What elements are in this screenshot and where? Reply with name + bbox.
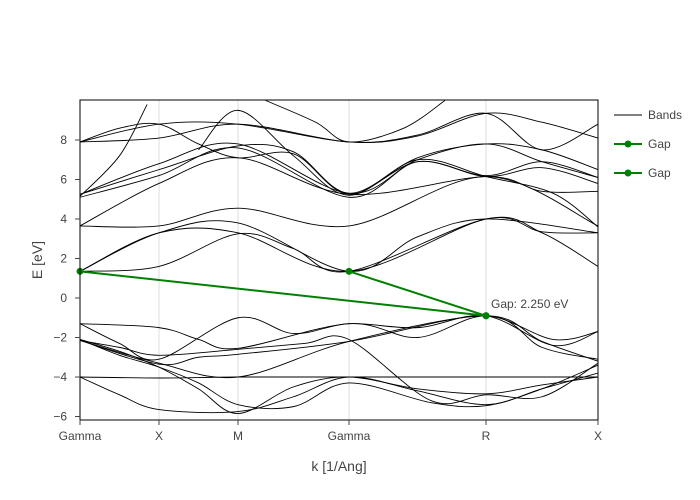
band-line bbox=[80, 104, 148, 197]
x-tick-label: Gamma bbox=[328, 429, 371, 443]
legend-marker-icon bbox=[624, 140, 632, 148]
y-axis-title: E [eV] bbox=[29, 241, 45, 279]
x-tick-label: R bbox=[482, 429, 491, 443]
y-tick-label: −4 bbox=[53, 370, 67, 384]
plot-frame bbox=[79, 99, 599, 421]
band-line bbox=[198, 109, 598, 228]
band-line bbox=[80, 216, 598, 273]
band-line bbox=[80, 176, 598, 228]
band-line bbox=[80, 143, 598, 195]
x-tick-label: X bbox=[594, 429, 602, 443]
x-axis-title: k [1/Ang] bbox=[311, 458, 366, 474]
legend-item-gap-2[interactable]: Gap bbox=[614, 166, 671, 180]
band-line bbox=[265, 100, 446, 143]
legend-label-bands: Bands bbox=[648, 108, 682, 122]
y-tick-label: 4 bbox=[60, 212, 67, 226]
gap-marker bbox=[482, 312, 490, 320]
gap-annotation: Gap: 2.250 eV bbox=[491, 297, 568, 311]
band-line bbox=[80, 315, 598, 366]
legend-label-gap-1: Gap bbox=[648, 137, 671, 151]
band-line bbox=[80, 376, 598, 379]
band-line bbox=[80, 147, 598, 198]
band-line bbox=[80, 112, 598, 151]
x-tick-label: M bbox=[233, 429, 243, 443]
band-line bbox=[80, 122, 598, 195]
gap-line bbox=[79, 270, 487, 317]
band-line bbox=[80, 339, 598, 414]
y-tick-label: 2 bbox=[60, 252, 67, 266]
x-tick-label: Gamma bbox=[59, 429, 102, 443]
band-line bbox=[80, 314, 598, 361]
gap-marker bbox=[345, 267, 353, 275]
y-tick-label: 8 bbox=[60, 133, 67, 147]
x-axis-ticks: Gamma X M Gamma R X bbox=[59, 420, 602, 443]
bands-series bbox=[80, 100, 598, 414]
y-tick-label: −2 bbox=[53, 331, 67, 345]
legend-label-gap-2: Gap bbox=[648, 166, 671, 180]
y-axis-ticks: −6 −4 −2 0 2 4 6 8 bbox=[53, 133, 80, 424]
y-tick-label: 6 bbox=[60, 173, 67, 187]
y-tick-label: 0 bbox=[60, 291, 67, 305]
legend-item-gap-1[interactable]: Gap bbox=[614, 137, 671, 151]
legend: Bands Gap Gap bbox=[614, 108, 682, 180]
band-line bbox=[80, 335, 598, 405]
x-tick-label: X bbox=[155, 429, 163, 443]
legend-item-bands[interactable]: Bands bbox=[614, 108, 682, 122]
y-tick-label: −6 bbox=[53, 410, 67, 424]
band-line bbox=[80, 339, 598, 410]
gap-series bbox=[76, 267, 490, 320]
gap-line bbox=[348, 270, 487, 317]
legend-marker-icon bbox=[624, 169, 632, 177]
